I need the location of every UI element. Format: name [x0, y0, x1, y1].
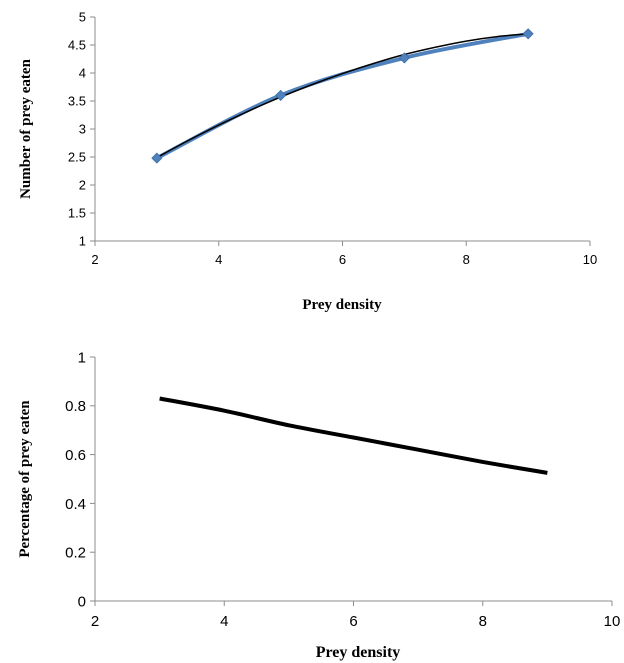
plot-area: [159, 396, 548, 475]
x-tick-label: 8: [479, 613, 487, 630]
y-tick-label: 2: [79, 178, 86, 193]
series-line: [155, 31, 529, 160]
y-tick-label: 4: [79, 66, 86, 81]
y-tick-label: 0.8: [65, 398, 86, 415]
x-ticks: 2 4 6 8 10: [91, 601, 621, 630]
x-tick-label: 10: [604, 613, 621, 630]
fit-curve: [156, 33, 529, 159]
chart-percentage-eaten: 0 0.2 0.4 0.6 0.8 1 2 4 6 8 10 Percentage of prey…: [17, 349, 620, 661]
y-tick-label: 2.5: [68, 150, 86, 165]
x-tick-label: 6: [339, 252, 346, 267]
x-tick-label: 6: [349, 613, 357, 630]
data-point-marker: [398, 52, 410, 64]
y-axis-title: Percentage of prey eaten: [17, 400, 33, 558]
x-tick-label: 8: [463, 252, 470, 267]
y-tick-label: 1: [78, 349, 86, 366]
y-ticks: 1 1.5 2 2.5 3 3.5 4 4.5 5: [68, 10, 95, 249]
data-point-marker: [151, 152, 163, 164]
x-axis-title: Prey density: [302, 297, 382, 313]
y-tick-label: 1: [79, 234, 86, 249]
y-tick-label: 4.5: [68, 38, 86, 53]
y-axis-title: Number of prey eaten: [18, 58, 34, 198]
x-ticks: 2 4 6 8 10: [91, 241, 597, 267]
data-point-marker: [522, 28, 534, 40]
x-tick-label: 4: [215, 252, 222, 267]
x-tick-label: 10: [583, 252, 597, 267]
y-tick-label: 5: [79, 10, 86, 25]
x-axis-title: Prey density: [316, 644, 401, 661]
plot-area: [151, 28, 534, 164]
x-tick-label: 2: [91, 252, 98, 267]
series-line: [159, 396, 548, 475]
x-tick-label: 4: [220, 613, 228, 630]
y-tick-label: 3.5: [68, 94, 86, 109]
y-tick-label: 1.5: [68, 206, 86, 221]
y-tick-label: 0.2: [65, 545, 86, 562]
data-point-marker: [275, 89, 287, 101]
y-tick-label: 0.6: [65, 447, 86, 464]
y-tick-label: 0.4: [65, 496, 86, 513]
y-tick-label: 0: [78, 593, 86, 610]
y-tick-label: 3: [79, 122, 86, 137]
x-tick-label: 2: [91, 613, 99, 630]
chart-number-eaten: 1 1.5 2 2.5 3 3.5 4 4.5 5 2 4 6 8 10 Number of prey …: [18, 10, 597, 313]
y-ticks: 0 0.2 0.4 0.6 0.8 1: [65, 349, 95, 610]
